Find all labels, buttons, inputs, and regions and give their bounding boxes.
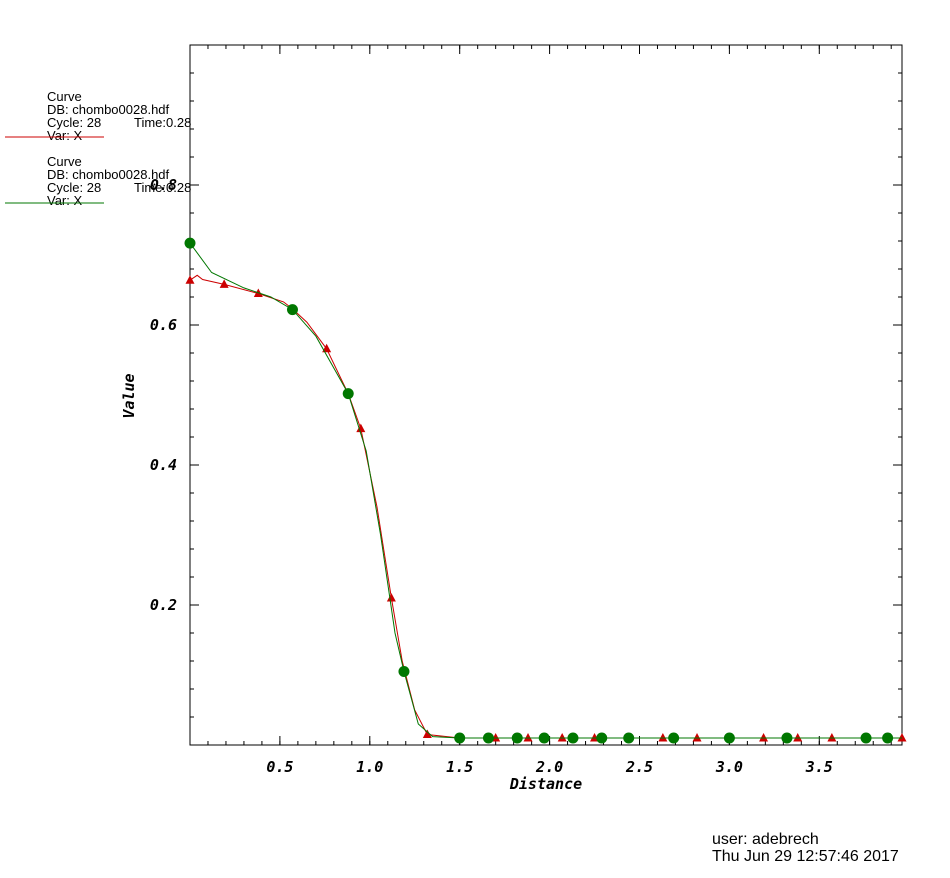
data-point-circle [482, 732, 494, 744]
series-line [189, 274, 902, 739]
x-axis-label: Distance [509, 775, 582, 793]
series-line [189, 242, 902, 739]
x-tick-labels: 0.5 1.0 1.5 2.0 2.5 3.0 3.5 [266, 758, 832, 776]
data-point-triangle [422, 729, 432, 738]
data-point-circle [184, 237, 196, 249]
data-point-triangle [692, 733, 702, 742]
data-point-circle [511, 732, 523, 744]
legend-title: Curve [47, 154, 82, 169]
data-point-triangle [793, 733, 803, 742]
legend-db: DB: chombo0028.hdf [47, 102, 170, 117]
x-tick-label: 1.5 [446, 758, 473, 776]
x-tick-label: 1.0 [356, 758, 383, 776]
plot-frame [189, 44, 903, 746]
data-point-triangle [827, 733, 837, 742]
data-point-triangle [658, 733, 668, 742]
data-point-circle [398, 666, 410, 677]
legend-cycle: Cycle: 28 [47, 115, 101, 130]
legend-time: Time:0.28 [134, 115, 191, 130]
data-point-circle [286, 304, 298, 316]
x-tick-label: 3.5 [805, 758, 833, 776]
data-point-triangle [322, 343, 332, 353]
data-point-circle [668, 732, 680, 744]
x-tick-label: 0.5 [266, 758, 293, 776]
x-tick-label: 2.0 [535, 758, 563, 776]
data-point-triangle [897, 733, 907, 742]
legend-entry-2: Curve DB: chombo0028.hdf Cycle: 28 Time:… [5, 154, 191, 208]
legend-cycle: Cycle: 28 [47, 180, 101, 195]
data-point-circle [454, 732, 466, 744]
data-point-triangle [356, 423, 366, 433]
axis-ticks [190, 45, 902, 745]
data-point-triangle [185, 275, 195, 284]
data-point-triangle [759, 733, 769, 742]
data-point-circle [342, 388, 354, 400]
legend-entry-1: Curve DB: chombo0028.hdf Cycle: 28 Time:… [5, 89, 191, 143]
legend-time: Time:0.28 [134, 180, 191, 195]
y-tick-label: 0.4 [150, 456, 177, 474]
y-tick-label: 0.6 [150, 316, 177, 334]
y-tick-label: 0.8 [150, 176, 177, 194]
data-point-triangle [219, 279, 229, 288]
data-point-triangle [523, 733, 533, 742]
data-point-circle [781, 732, 793, 744]
legend-db: DB: chombo0028.hdf [47, 167, 170, 182]
data-point-circle [860, 732, 872, 744]
data-point-triangle [557, 733, 567, 742]
y-tick-label: 0.2 [150, 596, 177, 614]
data-point-circle [567, 732, 579, 744]
data-point-circle [596, 732, 608, 744]
legend-var: Var: X [47, 193, 82, 208]
x-tick-label: 3.0 [715, 758, 743, 776]
data-point-circle [882, 732, 894, 744]
series-layer [184, 237, 907, 744]
data-point-triangle [386, 593, 396, 602]
y-tick-labels: 0.2 0.4 0.6 0.8 [150, 176, 177, 614]
data-point-circle [538, 732, 550, 744]
legend-var: Var: X [47, 128, 82, 143]
user-info: user: adebrech Thu Jun 29 12:57:46 2017 [712, 831, 899, 865]
user-name: user: adebrech [712, 831, 819, 848]
y-axis-label: Value [120, 373, 138, 418]
x-tick-label: 2.5 [625, 758, 653, 776]
data-point-circle [623, 732, 635, 744]
data-point-circle [723, 732, 735, 744]
legend-title: Curve [47, 89, 82, 104]
timestamp: Thu Jun 29 12:57:46 2017 [712, 848, 899, 865]
